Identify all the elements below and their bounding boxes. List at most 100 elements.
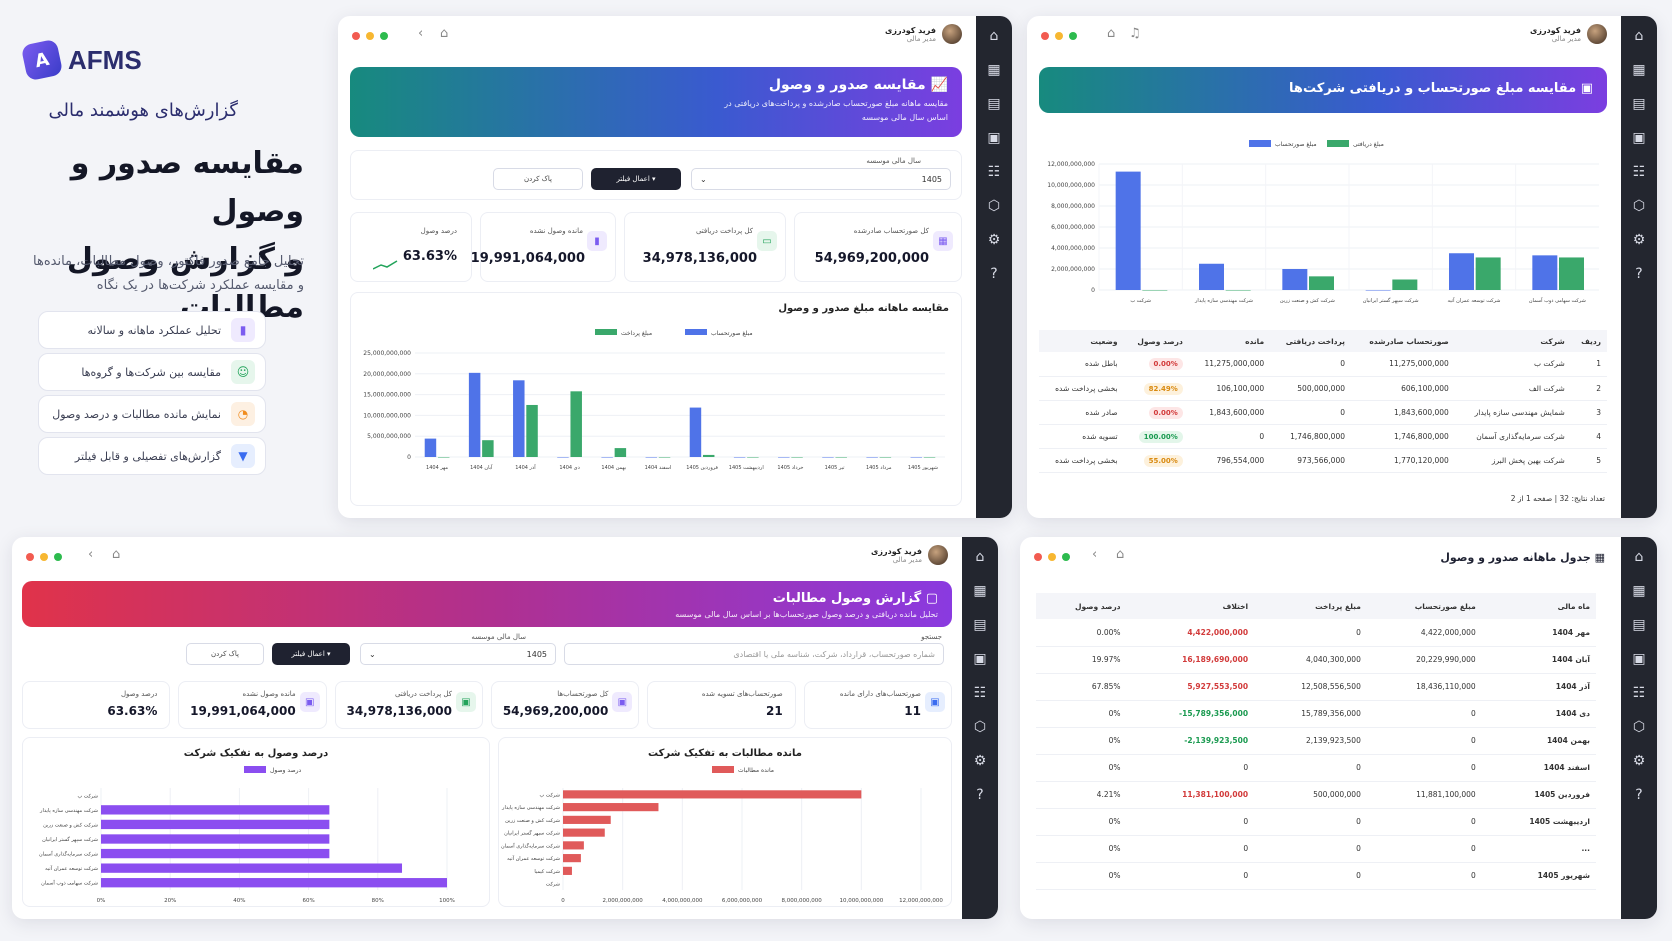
table-row[interactable]: 1 شرکت ب 11,275,000,000 0 11,275,000,000 0.00… — [1039, 352, 1607, 377]
banner-sub-line2: اساس سال مالی موسسه — [861, 113, 948, 122]
column-header[interactable]: درصد وصول — [1123, 330, 1189, 352]
table-row[interactable]: اردیبهشت 1405 0 0 0 0% — [1036, 808, 1596, 836]
gear-icon[interactable]: ⚙ — [973, 753, 987, 769]
gear-icon[interactable]: ⚙ — [1632, 753, 1646, 769]
table-cell: 0 — [1126, 862, 1255, 890]
column-header[interactable]: درصد وصول — [1036, 593, 1127, 619]
column-header[interactable]: پرداخت دریافتی — [1270, 330, 1351, 352]
window-controls[interactable] — [1041, 32, 1077, 40]
help-icon[interactable]: ? — [976, 787, 984, 803]
dashboard-icon[interactable]: ▦ — [973, 583, 987, 599]
apply-filter-button[interactable]: اعمال فیلتر ▾ — [591, 168, 681, 190]
company-table: ردیف شرکت صورتحساب صادرشده پرداخت دریافتی ما… — [1039, 330, 1607, 473]
table-row[interactable]: بهمن 1404 0 2,139,923,500 2,139,923,500- 0% — [1036, 727, 1596, 755]
table-row[interactable]: آبان 1404 20,229,990,000 4,040,300,000 16,1… — [1036, 646, 1596, 674]
gear-icon[interactable]: ⚙ — [987, 232, 1001, 248]
column-header[interactable]: اختلاف — [1126, 593, 1255, 619]
report-icon[interactable]: ▣ — [1632, 130, 1646, 146]
document-icon[interactable]: ▤ — [973, 617, 987, 633]
window-controls[interactable] — [26, 553, 62, 561]
user-menu[interactable]: فرید کودرزی مدیر مالی — [1530, 24, 1607, 44]
help-icon[interactable]: ? — [1635, 266, 1643, 282]
column-header[interactable]: ماه مالی — [1481, 593, 1596, 619]
back-icon[interactable]: ‹ — [418, 26, 424, 41]
fy-select[interactable]: ⌄ 1405 — [360, 643, 556, 665]
table-row[interactable]: 5 شرکت بهین پخش البرز 1,770,120,000 973,566… — [1039, 448, 1607, 473]
dashboard-icon[interactable]: ▦ — [987, 62, 1001, 78]
table-row[interactable]: اسفند 1404 0 0 0 0% — [1036, 754, 1596, 782]
table-row[interactable]: آذر 1404 18,436,110,000 12,508,556,500 5,92… — [1036, 673, 1596, 701]
fy-select[interactable]: ⌄ 1405 — [691, 168, 951, 190]
search-input[interactable]: شماره صورتحساب، قرارداد، شرکت، شناسه ملی… — [564, 643, 944, 665]
x-tick-label: شرکت ب — [1130, 298, 1151, 304]
window-controls[interactable] — [352, 32, 388, 40]
x-tick-label: خرداد 1405 — [777, 465, 803, 471]
back-icon[interactable]: ‹ — [1092, 547, 1098, 562]
x-tick-label: 80% — [372, 898, 384, 904]
help-icon[interactable]: ? — [1635, 787, 1643, 803]
table-icon[interactable]: ☷ — [1632, 164, 1646, 180]
home-icon[interactable]: ⌂ — [440, 26, 449, 41]
legend-swatch — [1249, 140, 1271, 147]
sidebar: ⌂ ▦ ▤ ▣ ☷ ⬡ ⚙? — [976, 16, 1012, 518]
bell-icon[interactable]: ♫ — [1129, 26, 1141, 41]
y-tick-label: شرکت — [546, 882, 560, 888]
table-cell: 0% — [1036, 862, 1127, 890]
document-icon[interactable]: ▤ — [1632, 617, 1646, 633]
user-menu[interactable]: فرید کودرزی مدیر مالی — [871, 545, 948, 565]
column-header[interactable]: وضعیت — [1039, 330, 1124, 352]
table-cell: 0 — [1254, 862, 1367, 890]
table-icon[interactable]: ☷ — [987, 164, 1001, 180]
table-cell: 0 — [1366, 808, 1482, 836]
user-menu[interactable]: فرید کودرزی مدیر مالی — [885, 24, 962, 44]
wallet-icon: ▣ — [456, 692, 476, 712]
home-icon[interactable]: ⌂ — [1116, 547, 1125, 562]
report-icon[interactable]: ▣ — [1632, 651, 1646, 667]
bar — [101, 878, 447, 888]
table-row[interactable]: مهر 1404 4,422,000,000 0 4,422,000,000 0.00% — [1036, 619, 1596, 647]
home-icon[interactable]: ⌂ — [1107, 26, 1116, 41]
table-row[interactable]: ... 0 0 0 0% — [1036, 835, 1596, 863]
home-icon[interactable]: ⌂ — [975, 549, 985, 565]
dashboard-icon[interactable]: ▦ — [1632, 62, 1646, 78]
column-header[interactable]: مبلغ پرداخت — [1254, 593, 1367, 619]
report-icon[interactable]: ▣ — [987, 130, 1001, 146]
table-row[interactable]: 2 شرکت الف 606,100,000 500,000,000 106,100,0… — [1039, 376, 1607, 401]
chart-icon: ▮ — [587, 231, 607, 251]
back-icon[interactable]: ‹ — [88, 547, 94, 562]
home-icon[interactable]: ⌂ — [989, 28, 999, 44]
table-row[interactable]: فروردین 1405 11,881,100,000 500,000,000 11,… — [1036, 781, 1596, 809]
document-icon[interactable]: ▤ — [1632, 96, 1646, 112]
box-icon[interactable]: ⬡ — [1632, 719, 1646, 735]
table-icon[interactable]: ☷ — [1632, 685, 1646, 701]
column-header[interactable]: مبلغ صورتحساب — [1366, 593, 1482, 619]
box-icon[interactable]: ⬡ — [987, 198, 1001, 214]
column-header[interactable]: صورتحساب صادرشده — [1351, 330, 1455, 352]
table-row[interactable]: شهریور 1405 0 0 0 0% — [1036, 862, 1596, 890]
box-icon[interactable]: ⬡ — [1632, 198, 1646, 214]
home-icon[interactable]: ⌂ — [1634, 549, 1644, 565]
home-icon[interactable]: ⌂ — [112, 547, 121, 562]
window-issue-vs-collection: ‹ ⌂ فرید کودرزی مدیر مالی ⌂ ▦ ▤ ▣ ☷ ⬡ ⚙? 📈 مقای… — [338, 16, 1012, 518]
clear-button[interactable]: پاک کردن — [493, 168, 583, 190]
report-icon[interactable]: ▣ — [973, 651, 987, 667]
table-row[interactable]: 3 شمایش مهندسی سازه پایدار 1,843,600,000 0 1… — [1039, 400, 1607, 425]
window-controls[interactable] — [1034, 553, 1070, 561]
table-cell: 0% — [1036, 754, 1127, 782]
clear-button[interactable]: پاک کردن — [186, 643, 264, 665]
table-row[interactable]: 4 شرکت سرمایه‌گذاری آسمان 1,746,800,000 1,7… — [1039, 424, 1607, 449]
dashboard-icon[interactable]: ▦ — [1632, 583, 1646, 599]
table-row[interactable]: دی 1404 0 15,789,356,000 15,789,356,000- 0% — [1036, 700, 1596, 728]
column-header[interactable]: شرکت — [1454, 330, 1571, 352]
column-header[interactable]: ردیف — [1570, 330, 1607, 352]
y-tick-label: 20,000,000,000 — [363, 371, 411, 378]
column-header[interactable]: مانده — [1188, 330, 1271, 352]
gear-icon[interactable]: ⚙ — [1632, 232, 1646, 248]
document-icon[interactable]: ▤ — [987, 96, 1001, 112]
box-icon[interactable]: ⬡ — [973, 719, 987, 735]
bar — [733, 457, 746, 458]
help-icon[interactable]: ? — [990, 266, 998, 282]
home-icon[interactable]: ⌂ — [1634, 28, 1644, 44]
apply-filter-button[interactable]: اعمال فیلتر ▾ — [272, 643, 350, 665]
table-icon[interactable]: ☷ — [973, 685, 987, 701]
